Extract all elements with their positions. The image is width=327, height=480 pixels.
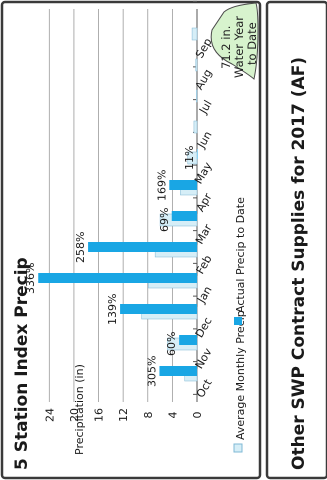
bar-actual-jan [38, 273, 197, 283]
legend-swatch-actual [234, 317, 242, 325]
legend: Average Monthly Precip Actual Precip to … [233, 197, 247, 453]
bar-actual-nov [179, 335, 197, 345]
legend-swatch-average [233, 443, 243, 453]
bar-actual-feb [88, 242, 197, 252]
bar-actual-dec [120, 304, 197, 314]
percent-label: 69% [158, 208, 171, 232]
y-tick-label: 24 [43, 408, 56, 422]
bar-average-sep [191, 27, 198, 41]
chart-panel-frame [0, 0, 262, 480]
y-tick-label: 20 [68, 408, 81, 422]
y-axis-ticks: 0 4 8 12 16 20 24 [43, 408, 204, 422]
callout-leaf-shape [210, 2, 259, 80]
bar-actual-oct [159, 366, 197, 376]
percent-labels: 305% 60% 139% 336% 258% 69% 169% 11% [24, 146, 196, 387]
percent-label: 60% [165, 332, 178, 356]
percent-label: 11% [183, 146, 196, 170]
percent-label: 139% [106, 294, 119, 325]
legend-label-actual: Actual Precip to Date [234, 197, 247, 313]
bar-average-jul [196, 89, 198, 103]
callout-line-3: to Date [245, 22, 259, 65]
bar-actual-apr [169, 180, 197, 190]
water-year-callout: 71.2 in. Water Year to Date [210, 2, 259, 80]
y-axis-label: Precipitation (in) [73, 364, 86, 455]
x-tick-label: Jul [196, 98, 214, 117]
bars [38, 27, 198, 382]
y-tick-label: 4 [166, 412, 179, 419]
callout-line-1: 71.2 in. [219, 26, 233, 69]
percent-label: 305% [145, 356, 158, 387]
supplies-panel-frame [265, 0, 327, 480]
y-tick-label: 8 [142, 412, 155, 419]
y-tick-label: 16 [93, 408, 106, 422]
y-tick-label: 12 [117, 408, 130, 422]
percent-label: 169% [155, 170, 168, 201]
bar-actual-may [197, 149, 198, 159]
percent-label: 258% [74, 232, 87, 263]
percent-label: 336% [24, 263, 37, 294]
supplies-panel-title: Other SWP Contract Supplies for 2017 (AF… [289, 57, 309, 470]
bar-actual-mar [171, 211, 197, 221]
bar-average-aug [195, 58, 198, 72]
bar-average-jun [193, 120, 198, 134]
panel-title: 5 Station Index Precip [12, 257, 32, 470]
legend-label-average: Average Monthly Precip [234, 310, 247, 440]
y-tick-label: 0 [191, 412, 204, 419]
callout-line-2: Water Year [232, 16, 246, 78]
